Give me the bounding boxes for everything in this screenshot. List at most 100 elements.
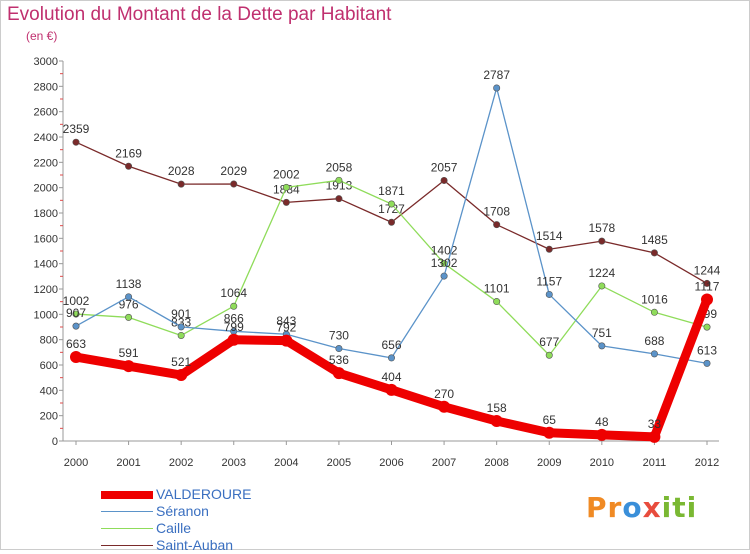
data-point-caille	[545, 351, 553, 359]
data-point-seranon	[440, 272, 448, 280]
data-label-seranon: 751	[592, 326, 612, 340]
data-point-seranon	[387, 354, 395, 362]
y-tick-label: 600	[40, 360, 58, 372]
data-label-seranon: 656	[381, 338, 401, 352]
legend-label-valderoure: VALDEROURE	[156, 486, 252, 502]
data-label-saint-auban: 2028	[168, 164, 195, 178]
data-label-saint-auban: 2057	[431, 160, 458, 174]
legend-swatch-seranon	[101, 511, 153, 512]
y-tick-label: 1600	[34, 233, 58, 245]
x-tick-label: 2011	[643, 457, 667, 469]
data-point-valderoure	[595, 428, 608, 441]
data-label-caille: 1064	[220, 286, 247, 300]
data-point-valderoure	[122, 360, 135, 373]
data-point-saint-auban	[125, 162, 133, 170]
x-tick-label: 2005	[327, 457, 351, 469]
data-label-caille: 976	[119, 297, 139, 311]
data-point-caille	[387, 200, 395, 208]
x-tick-label: 2002	[169, 457, 193, 469]
x-tick-label: 2012	[695, 457, 719, 469]
data-label-valderoure: 591	[119, 346, 139, 360]
data-point-valderoure	[175, 369, 188, 382]
data-label-saint-auban: 1485	[641, 233, 668, 247]
y-tick-label: 2400	[34, 132, 58, 144]
data-point-seranon	[125, 293, 133, 301]
chart-subtitle: (en €)	[26, 29, 58, 43]
data-point-saint-auban	[703, 279, 711, 287]
data-label-seranon: 2787	[483, 68, 510, 82]
data-point-valderoure	[227, 333, 240, 346]
data-point-caille	[230, 302, 238, 310]
data-label-valderoure: 33	[648, 417, 662, 431]
data-label-caille: 1101	[484, 282, 510, 296]
data-point-valderoure	[701, 293, 713, 306]
data-label-valderoure: 404	[381, 370, 401, 384]
data-point-caille	[177, 331, 185, 339]
x-tick-label: 2000	[64, 457, 88, 469]
x-tick-label: 2006	[379, 457, 403, 469]
legend: VALDEROURE Séranon Caille Saint-Auban	[101, 486, 361, 554]
x-tick-label: 2004	[274, 457, 298, 469]
y-tick-label: 2800	[34, 81, 58, 93]
data-label-caille: 2002	[273, 167, 300, 181]
data-point-saint-auban	[335, 195, 343, 203]
data-point-saint-auban	[177, 180, 185, 188]
data-point-valderoure	[70, 351, 82, 364]
data-label-saint-auban: 2169	[115, 146, 142, 160]
data-point-saint-auban	[545, 245, 553, 253]
data-label-saint-auban: 2029	[220, 164, 247, 178]
data-point-caille	[125, 313, 133, 321]
data-label-caille: 677	[539, 335, 559, 349]
y-tick-label: 2600	[34, 107, 58, 119]
data-label-caille: 2058	[326, 160, 353, 174]
x-tick-label: 2007	[432, 457, 456, 469]
legend-label-seranon: Séranon	[156, 503, 209, 519]
data-point-valderoure	[543, 426, 556, 439]
data-point-saint-auban	[493, 221, 501, 229]
data-label-saint-auban: 1514	[536, 229, 563, 243]
data-point-valderoure	[332, 367, 345, 380]
data-label-saint-auban: 1708	[483, 205, 510, 219]
data-label-valderoure: 799	[224, 320, 244, 334]
x-tick-label: 2001	[116, 457, 140, 469]
data-label-valderoure: 536	[329, 353, 349, 367]
data-point-saint-auban	[650, 249, 658, 257]
x-tick-label: 2009	[537, 457, 561, 469]
data-label-valderoure: 48	[595, 415, 609, 429]
data-label-seranon: 907	[66, 306, 86, 320]
legend-swatch-caille	[101, 528, 153, 529]
data-point-saint-auban	[72, 138, 80, 146]
data-label-valderoure: 521	[171, 355, 191, 369]
data-point-saint-auban	[282, 198, 290, 206]
data-point-seranon	[335, 345, 343, 353]
data-label-valderoure: 663	[66, 337, 86, 351]
data-label-valderoure: 270	[434, 387, 454, 401]
legend-item-seranon: Séranon	[101, 503, 361, 520]
data-point-caille	[493, 298, 501, 306]
legend-label-caille: Caille	[156, 520, 192, 536]
legend-item-caille: Caille	[101, 520, 361, 537]
data-label-seranon: 901	[171, 307, 191, 321]
data-point-valderoure	[280, 334, 293, 347]
legend-item-valderoure: VALDEROURE	[101, 486, 361, 503]
y-tick-label: 3000	[34, 56, 58, 68]
legend-swatch-saint-auban	[101, 545, 153, 546]
data-point-saint-auban	[387, 218, 395, 226]
data-point-caille	[598, 282, 606, 290]
data-point-valderoure	[385, 383, 398, 396]
data-label-seranon: 1302	[431, 256, 458, 270]
y-tick-label: 2200	[34, 157, 58, 169]
data-label-seranon: 1138	[116, 277, 142, 291]
data-label-caille: 833	[171, 315, 191, 329]
data-point-saint-auban	[598, 237, 606, 245]
data-label-saint-auban: 1578	[588, 221, 615, 235]
data-label-seranon: 688	[644, 334, 664, 348]
proxiti-logo: Proxiti	[586, 491, 698, 524]
data-point-caille	[72, 310, 80, 318]
data-label-saint-auban: 1244	[694, 263, 721, 277]
x-tick-label: 2010	[590, 457, 614, 469]
data-point-caille	[335, 176, 343, 184]
data-point-valderoure	[438, 400, 451, 413]
legend-swatch-valderoure	[101, 491, 153, 499]
